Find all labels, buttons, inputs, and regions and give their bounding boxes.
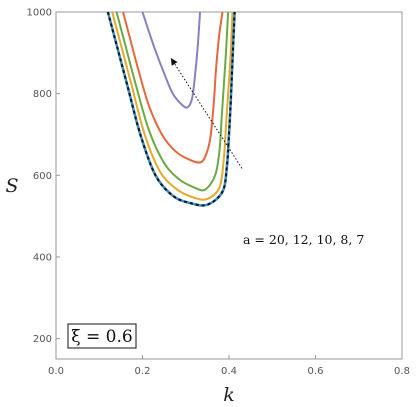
series-a-12 (122, 12, 224, 164)
x-tick-label: 0.2 (135, 366, 151, 377)
axis-ticks: 0.0 0.2 0.4 0.6 0.8 200 400 600 800 1000 (27, 8, 410, 378)
x-axis-label: k (223, 384, 235, 406)
x-tick-label: 0.6 (308, 366, 324, 377)
x-tick-label: 0.8 (394, 366, 410, 377)
series-dashed-a-7 (106, 12, 236, 207)
y-tick-label: 400 (33, 252, 52, 263)
y-tick-label: 600 (33, 171, 52, 182)
inset-label: ξ = 0.6 (71, 327, 132, 347)
inset-label-box (67, 323, 137, 349)
x-tick-label: 0.0 (48, 366, 64, 377)
y-tick-label: 1000 (27, 8, 52, 19)
y-tick-label: 800 (33, 89, 52, 100)
series-a-20 (141, 12, 202, 109)
y-tick-label: 200 (33, 334, 52, 345)
series-a-8 (111, 12, 234, 201)
plot-frame (55, 11, 403, 360)
annotation-arrow (170, 58, 243, 169)
annotation-label: a = 20, 12, 10, 8, 7 (243, 232, 364, 247)
series-a-10 (115, 12, 230, 192)
curves (106, 12, 236, 207)
x-tick-label: 0.4 (221, 366, 237, 377)
y-axis-label: S (5, 175, 18, 197)
